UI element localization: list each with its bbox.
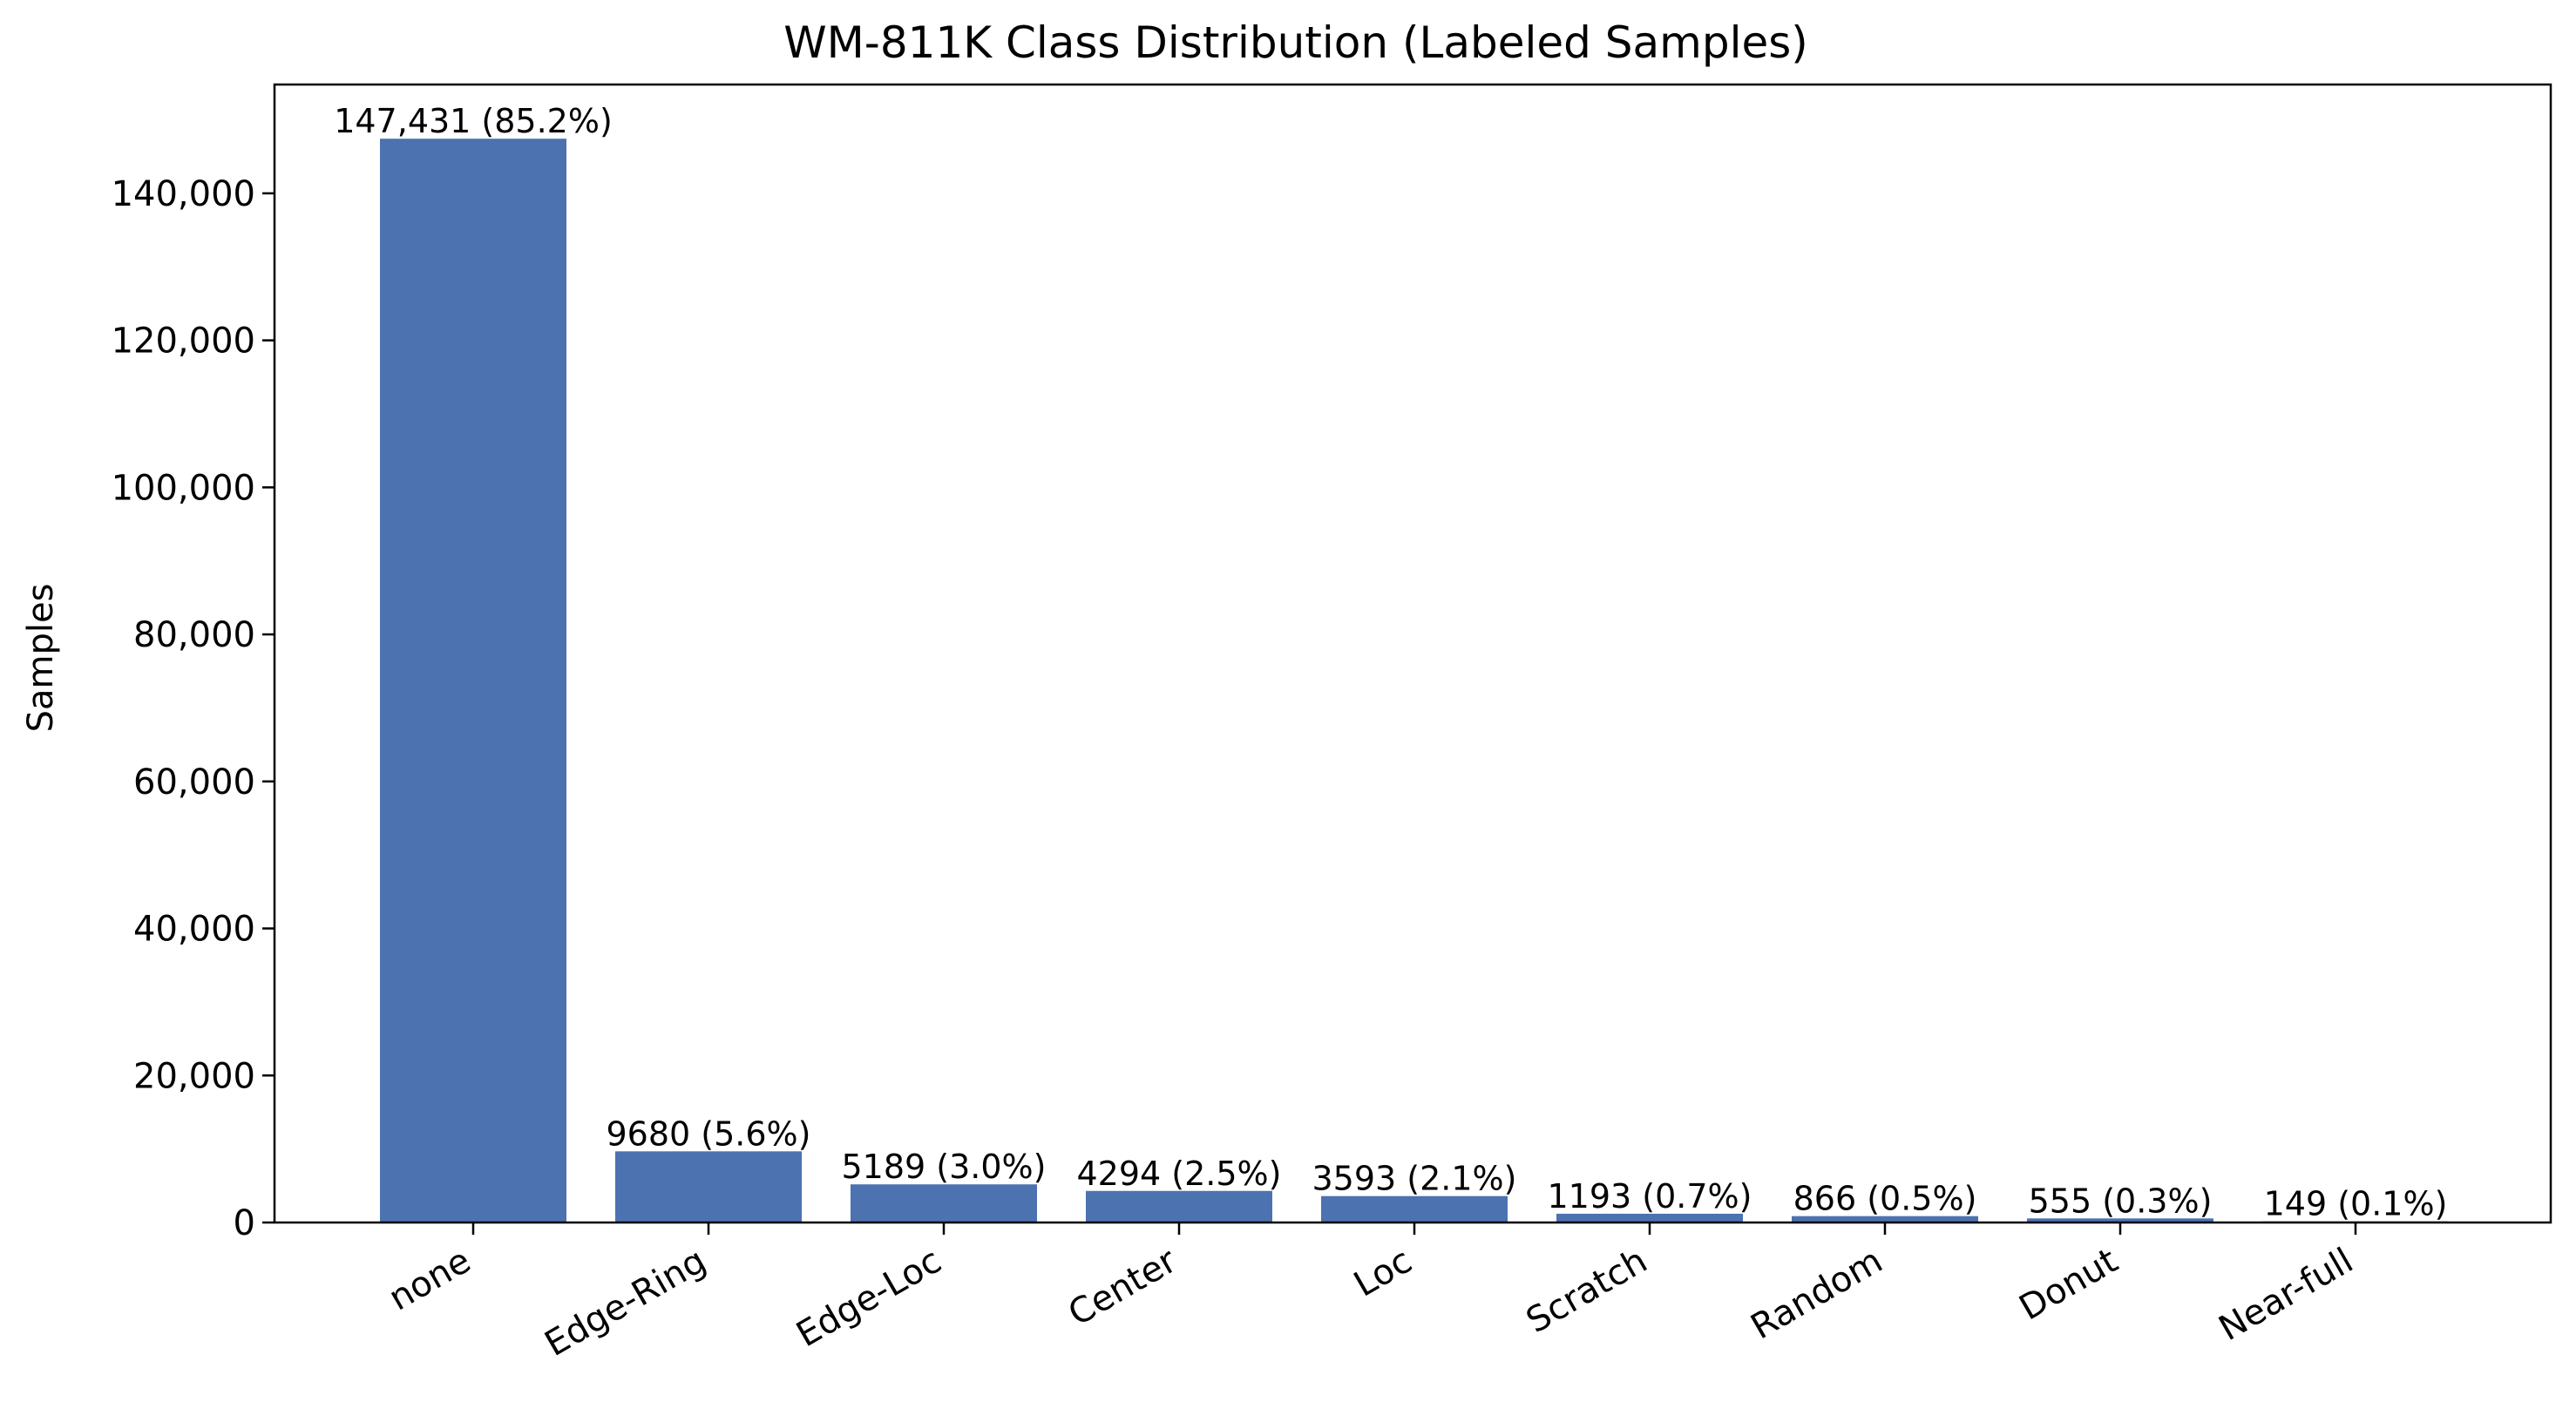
bar	[615, 1151, 802, 1223]
bar-value-label: 5189 (3.0%)	[842, 1148, 1047, 1186]
bar-value-label: 149 (0.1%)	[2264, 1185, 2448, 1223]
y-tick-label: 100,000	[112, 468, 255, 508]
x-tick-label: Donut	[2013, 1241, 2125, 1329]
x-tick-label: Edge-Ring	[539, 1241, 713, 1365]
bar-value-label: 9680 (5.6%)	[607, 1114, 811, 1153]
bar-value-label: 866 (0.5%)	[1793, 1180, 1977, 1218]
y-tick-label: 80,000	[133, 615, 255, 655]
x-tick-label: Loc	[1347, 1241, 1419, 1305]
y-tick-label: 60,000	[133, 762, 255, 803]
bar-value-label: 3593 (2.1%)	[1312, 1160, 1517, 1198]
bar	[380, 139, 566, 1223]
y-tick-label: 120,000	[112, 322, 255, 362]
x-tick-label: none	[383, 1241, 478, 1319]
bar	[1086, 1190, 1272, 1223]
y-tick-label: 20,000	[133, 1056, 255, 1096]
bar	[1556, 1213, 1743, 1223]
chart-title: WM-811K Class Distribution (Labeled Samp…	[783, 17, 1808, 68]
x-tick-label: Near-full	[2213, 1241, 2360, 1349]
y-axis-label: Samples	[21, 584, 61, 733]
bar-value-label: 1193 (0.7%)	[1548, 1177, 1752, 1216]
x-tick-label: Center	[1061, 1241, 1183, 1334]
x-tick-label: Random	[1745, 1241, 1889, 1348]
bar	[851, 1184, 1037, 1223]
bar	[1321, 1195, 1508, 1223]
bar-value-label: 147,431 (85.2%)	[334, 102, 613, 140]
y-tick-label: 40,000	[133, 910, 255, 950]
x-tick-label: Scratch	[1520, 1241, 1654, 1342]
y-tick-label: 0	[234, 1203, 255, 1243]
bar	[2027, 1218, 2213, 1223]
bar	[1792, 1216, 1978, 1223]
bar-value-label: 4294 (2.5%)	[1077, 1155, 1282, 1193]
plot-frame	[273, 83, 2552, 1224]
y-tick-label: 140,000	[112, 174, 255, 214]
x-tick-label: Edge-Loc	[790, 1241, 948, 1355]
plot-area: 0 20,000 40,000 60,000 80,000 100,000 120,000 1…	[112, 102, 2449, 1365]
bar-value-label: 555 (0.3%)	[2029, 1182, 2213, 1220]
